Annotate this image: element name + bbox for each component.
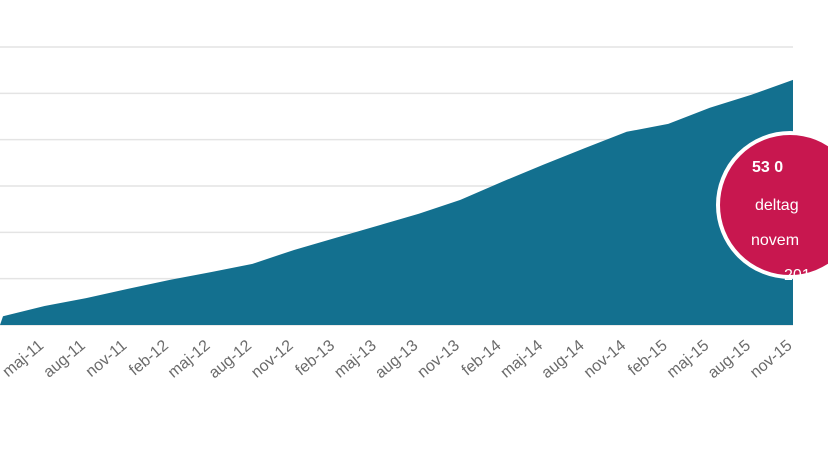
x-tick-label: nov-15 — [747, 337, 795, 382]
x-tick-label: aug-13 — [372, 337, 421, 382]
x-tick-label: nov-11 — [83, 337, 131, 381]
annotation-text: 53 0 — [752, 159, 783, 176]
x-tick-label: nov-14 — [581, 337, 629, 382]
x-tick-label: maj-11 — [0, 337, 47, 381]
x-tick-label: nov-13 — [415, 337, 463, 382]
x-tick-label: nov-12 — [248, 337, 296, 382]
x-tick-label: feb-12 — [126, 337, 172, 379]
annotation-text: novem — [751, 232, 799, 249]
x-tick-label: feb-15 — [625, 337, 671, 379]
x-tick-label: aug-14 — [539, 337, 588, 382]
x-tick-label: aug-11 — [41, 337, 89, 381]
x-tick-label: feb-13 — [293, 337, 339, 379]
annotation-text: deltag — [755, 197, 799, 214]
annotation-circle — [716, 131, 828, 279]
x-tick-label: maj-12 — [165, 337, 213, 382]
area — [0, 79, 793, 325]
x-tick-label: aug-15 — [705, 337, 754, 382]
x-tick-label: feb-14 — [459, 337, 505, 379]
annotation-text: 201 — [784, 267, 811, 284]
x-tick-label: maj-13 — [331, 337, 379, 382]
x-tick-label: maj-15 — [664, 337, 712, 382]
x-tick-label: maj-14 — [498, 337, 546, 382]
x-tick-label: aug-12 — [206, 337, 255, 382]
